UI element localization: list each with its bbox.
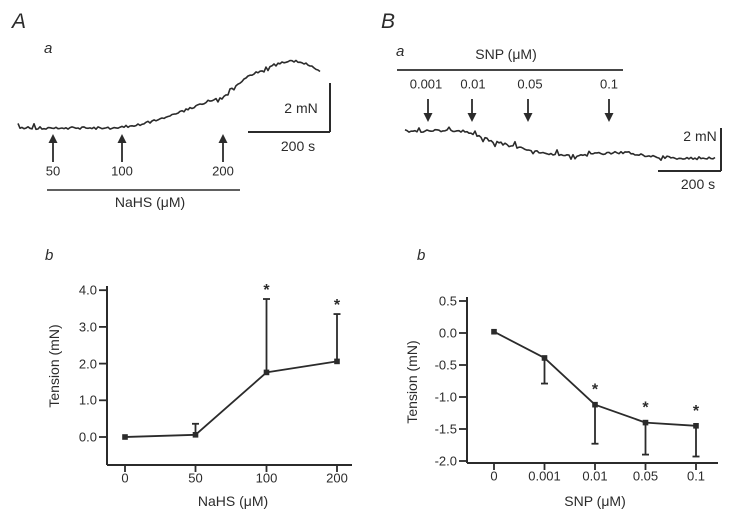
snp-chart-y-tick-label: -2.0 (434, 453, 457, 469)
panel-b-y-axis-title: Tension (mN) (404, 340, 420, 424)
nahs-chart-data-point-marker (263, 369, 270, 376)
nahs-chart-x-tick-label: 50 (188, 470, 203, 486)
nahs-chart-data-point-marker (122, 434, 128, 440)
snp-chart-x-tick-label: 0 (490, 468, 498, 484)
dose-arrow-head (423, 113, 433, 122)
nahs-chart-data-point-marker (192, 431, 199, 438)
snp-dose-label: 0.01 (460, 76, 486, 92)
dose-arrow-head (467, 113, 477, 122)
panel-a-trace-label: a (44, 40, 53, 57)
nahs-chart-y-tick-label: 0.0 (78, 429, 97, 445)
nahs-chart-data-point-marker (334, 358, 340, 365)
snp-chart-data-point-marker (541, 355, 548, 361)
nahs-chart-y-tick-label: 4.0 (78, 282, 97, 298)
snp-dose-label: 0.05 (517, 76, 543, 92)
nahs-chart-significance-asterisk: * (334, 297, 341, 314)
nahs-chart-x-tick-label: 200 (326, 470, 348, 486)
snp-chart-y-tick-label: -0.5 (434, 357, 457, 373)
panel-a-x-axis-title: NaHS (μM) (197, 493, 269, 509)
dose-arrow-head (48, 134, 58, 143)
snp-application-label: SNP (μM) (475, 46, 537, 62)
dose-arrow-head (218, 134, 228, 143)
snp-dose-label: 0.1 (599, 76, 619, 92)
nahs-chart-x-tick-label: 100 (255, 470, 278, 486)
snp-tension-trace (404, 126, 716, 161)
nahs-chart-y-tick-label: 1.0 (78, 392, 97, 408)
snp-dose-label: 0.001 (409, 76, 443, 92)
snp-chart-significance-asterisk: * (642, 400, 649, 417)
panel-a-vertical-scale-label: 2 mN (284, 100, 318, 116)
panel-a-letter: A (12, 10, 27, 33)
snp-chart-y-tick-label: -1.5 (434, 421, 457, 437)
panel-b-chart-label: b (417, 247, 426, 264)
nahs-dose-label: 200 (212, 163, 234, 179)
dose-arrow-head (523, 113, 533, 122)
dose-arrow-head (604, 113, 614, 122)
panel-b-vertical-scale-label: 2 mN (683, 128, 717, 144)
nahs-tension-trace (17, 59, 321, 131)
snp-chart-x-tick-label: 0.1 (686, 468, 706, 484)
panel-a-y-axis-title: Tension (mN) (46, 324, 62, 408)
nahs-dose-label: 100 (111, 163, 133, 179)
panel-b-horizontal-scale-label: 200 s (680, 176, 716, 192)
panel-b-letter: B (381, 10, 396, 33)
snp-chart-data-point-marker (642, 419, 649, 426)
snp-chart-y-tick-label: 0.0 (438, 325, 457, 341)
nahs-chart-y-tick-label: 3.0 (78, 319, 97, 335)
snp-chart-data-point-marker (693, 423, 699, 429)
nahs-chart-y-tick-label: 2.0 (78, 356, 97, 372)
nahs-dose-label: 50 (45, 163, 61, 179)
dose-arrow-head (117, 134, 127, 143)
snp-chart-significance-asterisk: * (592, 382, 599, 399)
nahs-chart-x-tick-label: 0 (121, 470, 129, 486)
panel-b-trace-label: a (396, 43, 405, 60)
nahs-application-label: NaHS (μM) (114, 194, 186, 210)
snp-chart-x-tick-label: 0.001 (528, 468, 561, 484)
nahs-chart-significance-asterisk: * (263, 282, 270, 299)
snp-chart-data-point-marker (491, 328, 497, 335)
snp-chart-significance-asterisk: * (693, 403, 700, 420)
panel-b-x-axis-title: SNP (μM) (564, 493, 626, 509)
panel-a-chart-label: b (45, 247, 54, 264)
snp-chart-y-tick-label: -1.0 (434, 389, 457, 405)
snp-chart-data-point-marker (592, 401, 598, 408)
panel-a-horizontal-scale-label: 200 s (280, 138, 316, 154)
snp-chart-x-tick-label: 0.05 (632, 468, 659, 484)
nahs-chart-data-line (124, 360, 338, 438)
snp-chart-x-tick-label: 0.01 (582, 468, 608, 484)
snp-chart-y-tick-label: 0.5 (438, 293, 457, 309)
